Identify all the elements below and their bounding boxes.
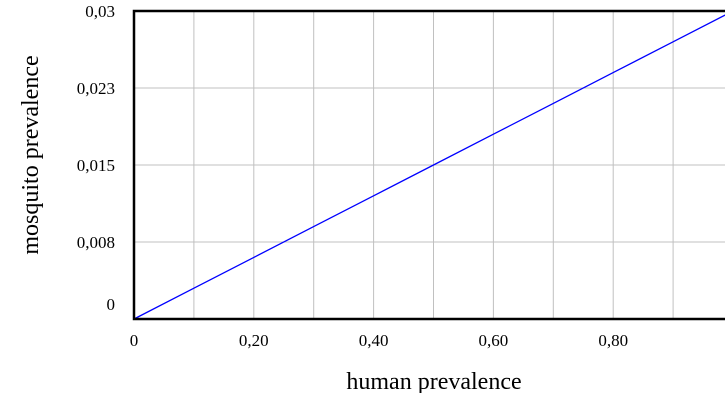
x-axis-label: human prevalence <box>346 369 521 393</box>
series-layer <box>133 14 725 320</box>
y-tick-label: 0,023 <box>77 79 115 98</box>
plot-frame <box>132 9 725 321</box>
x-tick-label: 0 <box>130 331 139 350</box>
y-tick-labels: 0 0,008 0,015 0,023 0,03 <box>77 2 115 314</box>
y-axis-label: mosquito prevalence <box>18 55 44 254</box>
x-tick-label: 0,20 <box>239 331 269 350</box>
x-tick-labels: 00,200,400,600,801 <box>130 331 628 350</box>
x-tick-label: 0,40 <box>359 331 389 350</box>
y-tick-label: 0,03 <box>85 2 115 21</box>
y-tick-label: 0,015 <box>77 156 115 175</box>
y-tick-label: 0,008 <box>77 233 115 252</box>
x-tick-label: 0,80 <box>598 331 628 350</box>
x-tick-label: 0,60 <box>479 331 509 350</box>
series-line <box>133 14 725 320</box>
y-tick-label: 0 <box>107 295 116 314</box>
